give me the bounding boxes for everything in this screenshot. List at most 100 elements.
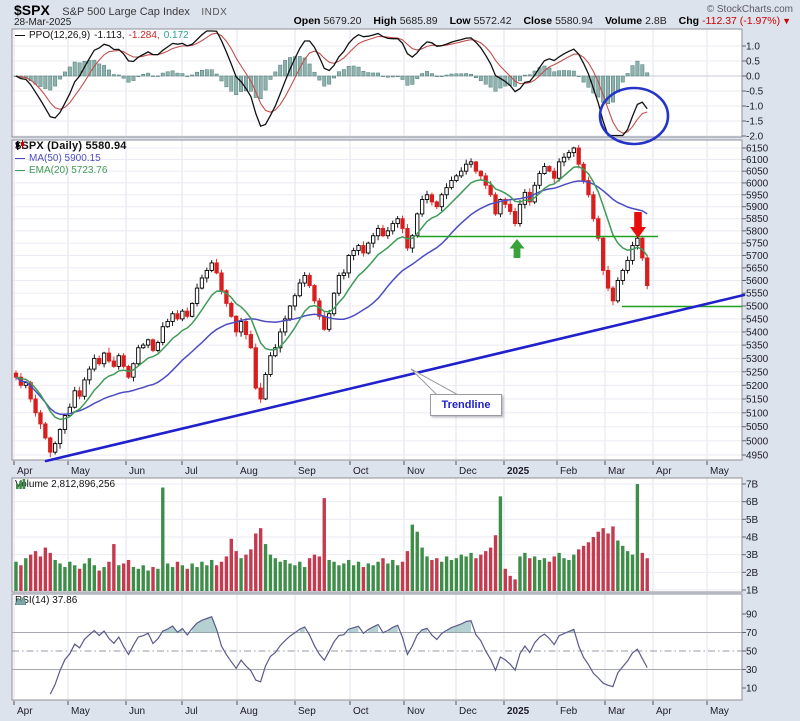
ppo-line-swatch: — xyxy=(15,30,25,41)
axis-tick-label: 5400 xyxy=(746,327,769,338)
ppo-value-hist: 0.172 xyxy=(163,30,189,41)
axis-tick-label: 5000 xyxy=(746,436,769,447)
axis-tick-label: 5250 xyxy=(746,367,769,378)
axis-tick-label: -1.0 xyxy=(746,102,764,113)
ema20-line xyxy=(15,165,648,421)
month-label: Jun xyxy=(129,466,145,477)
axis-tick-label: 6B xyxy=(746,497,759,508)
green-up-arrow xyxy=(509,239,525,258)
axis-tick-label: 5350 xyxy=(746,341,769,352)
axis-tick-label: 5750 xyxy=(746,239,769,250)
month-label: Sep xyxy=(298,466,316,477)
ppo-circle-annotation xyxy=(598,86,670,146)
month-label: Nov xyxy=(407,466,425,477)
month-label: May xyxy=(710,466,729,477)
ma50-legend: — MA(50) 5900.15 xyxy=(15,153,101,165)
month-label: May xyxy=(71,466,90,477)
candles-layer xyxy=(13,145,650,458)
trendline xyxy=(44,293,746,463)
month-label: Oct xyxy=(353,706,369,717)
ppo-histogram xyxy=(14,56,650,104)
ppo-value-signal: -1.284, xyxy=(128,30,160,41)
ema20-swatch: — xyxy=(15,165,25,176)
month-label: Apr xyxy=(17,706,33,717)
rsi-area-icon xyxy=(15,595,26,605)
axis-tick-label: 5800 xyxy=(746,226,769,237)
month-label: Feb xyxy=(560,466,578,477)
axis-tick-label: 30 xyxy=(746,665,758,676)
ma50-swatch: — xyxy=(15,153,25,164)
month-label: Mar xyxy=(608,466,626,477)
month-label: Apr xyxy=(656,706,672,717)
axis-tick-label: 5700 xyxy=(746,251,769,262)
month-label: Sep xyxy=(298,706,316,717)
month-label: May xyxy=(71,706,90,717)
panel-border xyxy=(11,139,743,461)
month-label: Aug xyxy=(240,466,258,477)
month-label: 2025 xyxy=(507,466,530,477)
ppo-label: PPO(12,26,9) xyxy=(29,30,91,41)
axis-tick-label: -1.5 xyxy=(746,117,764,128)
month-label: Apr xyxy=(17,466,33,477)
month-label: Oct xyxy=(353,466,369,477)
month-label: Aug xyxy=(240,706,258,717)
axis-tick-label: 90 xyxy=(746,610,758,621)
volume-legend: Volume 2,812,896,256 xyxy=(15,479,115,491)
axis-tick-label: 5550 xyxy=(746,289,769,300)
month-label: Mar xyxy=(608,706,626,717)
ppo-legend: — PPO(12,26,9) -1.113, -1.284, 0.172 xyxy=(15,30,189,42)
month-label: Nov xyxy=(407,706,425,717)
axis-tick-label: 0.5 xyxy=(746,57,760,68)
axis-tick-label: 5650 xyxy=(746,263,769,274)
volume-bars-icon xyxy=(16,479,26,489)
axis-tick-label: 5050 xyxy=(746,422,769,433)
rsi-overbought-fill xyxy=(162,616,574,633)
month-label: May xyxy=(710,706,729,717)
candlestick-icon xyxy=(16,140,24,150)
price-legend: $SPX (Daily) 5580.94 xyxy=(15,140,127,152)
axis-tick-label: 50 xyxy=(746,647,758,658)
axis-tick-label: 5200 xyxy=(746,381,769,392)
axis-tick-label: 5450 xyxy=(746,314,769,325)
ppo-value-line: -1.113, xyxy=(94,30,125,41)
axis-tick-label: 5500 xyxy=(746,301,769,312)
axis-tick-label: 6150 xyxy=(746,144,769,155)
axis-tick-label: 6100 xyxy=(746,155,769,166)
axis-tick-label: 4950 xyxy=(746,451,769,462)
panel-border xyxy=(11,477,743,593)
month-label: Jul xyxy=(185,706,198,717)
axis-tick-label: 70 xyxy=(746,628,758,639)
month-label: 2025 xyxy=(507,706,530,717)
month-label: Dec xyxy=(459,706,477,717)
axis-tick-label: 3B xyxy=(746,550,759,561)
ma50-legend-label: MA(50) 5900.15 xyxy=(29,153,101,164)
ppo-line xyxy=(15,30,648,137)
axis-tick-label: 10 xyxy=(746,684,758,695)
volume-legend-label: Volume 2,812,896,256 xyxy=(15,479,116,490)
axis-tick-label: 0.0 xyxy=(746,72,760,83)
panel-border xyxy=(11,593,743,701)
axis-tick-label: 5600 xyxy=(746,276,769,287)
month-label: Apr xyxy=(656,466,672,477)
axis-tick-label: 5900 xyxy=(746,202,769,213)
axis-tick-label: 6050 xyxy=(746,167,769,178)
red-down-arrow xyxy=(630,212,646,238)
axis-tick-label: 1.0 xyxy=(746,42,760,53)
volume-bars xyxy=(14,483,649,591)
ema20-legend-label: EMA(20) 5723.76 xyxy=(29,165,108,176)
axis-tick-label: 4B xyxy=(746,532,759,543)
axis-tick-label: 6000 xyxy=(746,178,769,189)
rsi-legend: RSI(14) 37.86 xyxy=(15,595,77,607)
axis-tick-label: 1B xyxy=(746,586,759,597)
axis-tick-label: 5300 xyxy=(746,354,769,365)
axis-tick-label: 2B xyxy=(746,568,759,579)
axis-tick-label: -0.5 xyxy=(746,87,764,98)
month-label: Jun xyxy=(129,706,145,717)
axis-tick-label: 5950 xyxy=(746,190,769,201)
trendline-callout-label: Trendline xyxy=(441,399,491,411)
axis-tick-label: 5850 xyxy=(746,214,769,225)
ema20-legend: — EMA(20) 5723.76 xyxy=(15,165,107,177)
axis-tick-label: 7B xyxy=(746,479,759,490)
